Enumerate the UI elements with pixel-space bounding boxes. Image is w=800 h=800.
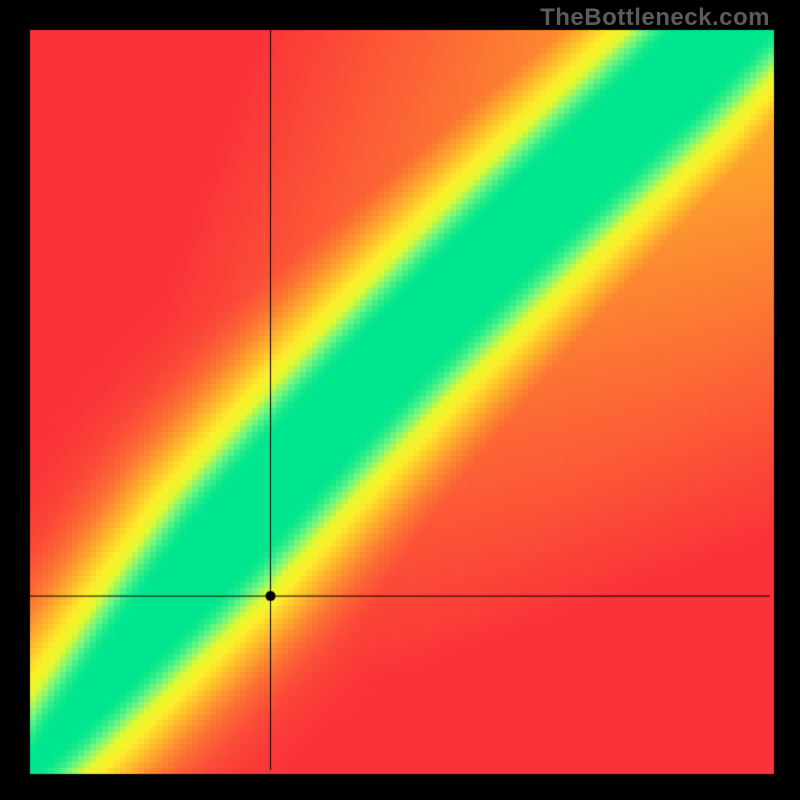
- chart-container: TheBottleneck.com: [0, 0, 800, 800]
- watermark-text: TheBottleneck.com: [540, 4, 770, 32]
- bottleneck-heatmap: [0, 0, 800, 800]
